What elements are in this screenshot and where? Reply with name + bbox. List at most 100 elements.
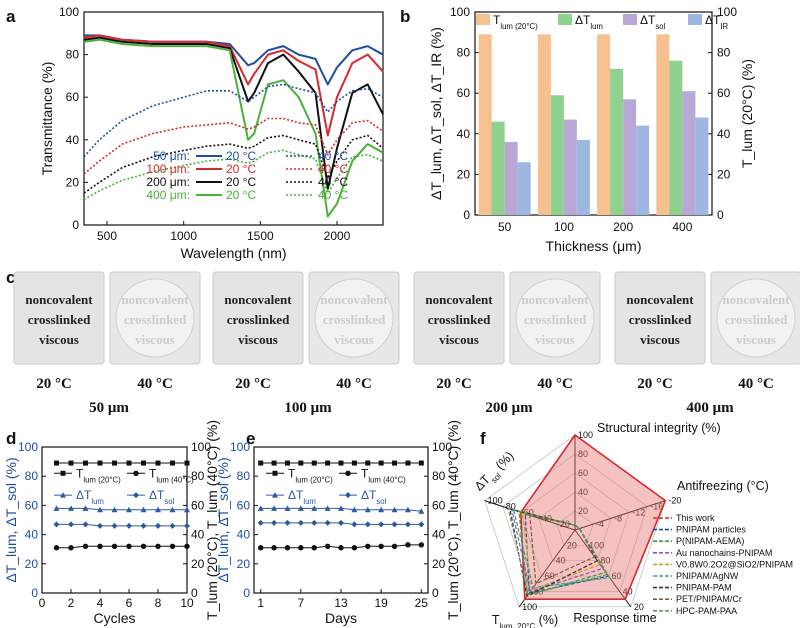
x-axis-label: Thickness (μm) <box>546 238 642 254</box>
legend-label: PNIPAM-PAM <box>676 583 732 593</box>
photo-text-40c: crosslinked <box>323 312 386 327</box>
panel-label-f: f <box>480 429 486 448</box>
y-tick-label: 40 <box>66 133 80 147</box>
data-point <box>351 545 358 551</box>
y-axis-label-right: T_lum (20°C) (%) <box>739 59 755 168</box>
data-point <box>54 460 59 466</box>
x-tick-label: 50 <box>498 220 512 234</box>
y-tick-label-left: 40 <box>457 127 471 141</box>
x-tick-label: 1000 <box>170 229 197 243</box>
series-line <box>83 38 384 218</box>
legend-swatch <box>476 14 490 25</box>
data-point <box>184 543 190 549</box>
photo-text-20c: crosslinked <box>629 312 692 327</box>
legend-thickness: 50 μm: <box>153 149 190 163</box>
y-tick-label-left: 0 <box>463 208 470 222</box>
data-point <box>364 521 371 528</box>
radar-tick-label: -4 <box>596 519 604 529</box>
panel-a-transmittance-chart: 0 20 40 60 80 100 500 1000 1500 2000 Wavelength (n… <box>39 5 384 261</box>
legend-label: Au nanochains-PNIPAM <box>676 548 772 558</box>
data-point <box>338 519 344 526</box>
y-tick-label-left: 0 <box>31 586 38 600</box>
data-point <box>170 460 175 466</box>
data-point <box>418 521 425 528</box>
data-point <box>169 543 176 549</box>
bar <box>478 34 492 215</box>
photo-text-20c: viscous <box>439 332 479 347</box>
thickness-label: 50 μm <box>89 400 129 416</box>
data-point <box>298 545 304 551</box>
y-axis-label: Transmittance (%) <box>39 62 55 176</box>
thickness-label: 400 μm <box>686 400 734 416</box>
photo-text-40c: viscous <box>334 332 374 347</box>
panel-b-bar-chart: 0 0 20 20 40 40 60 60 80 80 100 100 50 100 200 400 Thick… <box>428 5 755 254</box>
y-tick-label: 0 <box>72 218 79 232</box>
legend-swatch <box>688 14 702 25</box>
y-tick-label-left: 60 <box>237 498 251 512</box>
radar-grid-ring <box>520 472 630 577</box>
data-point <box>311 545 317 551</box>
data-point <box>68 545 74 551</box>
data-point <box>82 521 89 528</box>
photo-text-20c: viscous <box>238 332 278 347</box>
bar <box>550 95 564 215</box>
data-point <box>140 522 147 529</box>
legend-label: HPC-PAM-PAA <box>676 606 737 616</box>
temp-label-40c: 40 °C <box>537 376 573 392</box>
legend-20c-label: 20 °C <box>226 149 256 163</box>
panel-label-e: e <box>246 429 255 448</box>
bar <box>669 60 683 215</box>
data-point <box>378 521 385 528</box>
radar-tick-label: 20 <box>578 506 588 516</box>
legend-label: ΔTlum <box>575 13 603 31</box>
bar <box>656 34 670 215</box>
data-point <box>391 521 398 528</box>
x-tick-label: 0 <box>39 596 46 610</box>
bar <box>537 34 551 215</box>
photo-20c <box>413 271 505 365</box>
data-point <box>271 545 277 551</box>
bar <box>695 117 709 215</box>
temp-label-20c: 20 °C <box>235 376 271 392</box>
photo-disk <box>515 278 595 358</box>
photo-disk <box>716 278 796 358</box>
photo-text-40c: noncovalent <box>521 292 589 307</box>
y-tick-label-right: 100 <box>432 440 452 454</box>
data-point <box>140 506 147 513</box>
radar-axis <box>574 500 666 531</box>
series-line <box>56 507 187 511</box>
data-point <box>351 506 358 513</box>
data-point <box>311 460 317 466</box>
data-point <box>53 545 60 551</box>
radar-axis-name: ΔTsol (%) <box>472 449 519 496</box>
legend-label: P(NIPAM-AEMA) <box>676 536 744 546</box>
y-tick-label-left: 40 <box>25 528 39 542</box>
x-tick-label: 8 <box>155 596 162 610</box>
data-point <box>311 505 318 511</box>
x-tick-label: 25 <box>415 596 429 610</box>
data-point <box>298 460 304 466</box>
data-point <box>97 522 103 529</box>
photo-text-40c: viscous <box>736 332 776 347</box>
photo-text-20c: noncovalent <box>25 292 93 307</box>
data-point <box>338 505 344 511</box>
photo-text-20c: noncovalent <box>224 292 292 307</box>
data-point <box>405 460 411 466</box>
data-point <box>418 508 425 514</box>
legend-label: PNIPAM/AgNW <box>676 571 739 581</box>
data-point <box>418 460 424 466</box>
y-tick-label: 80 <box>66 48 80 62</box>
data-point <box>284 519 291 526</box>
data-point <box>126 543 132 549</box>
legend-marker <box>345 470 351 476</box>
x-tick-label: 4 <box>97 596 104 610</box>
x-tick-label: 500 <box>97 229 117 243</box>
series-line <box>83 117 384 175</box>
temp-label-40c: 40 °C <box>336 376 372 392</box>
data-point <box>184 460 190 466</box>
x-axis-label: Cycles <box>93 610 135 626</box>
y-tick-label-left: 0 <box>243 586 250 600</box>
legend-label: PET/PNIPAM/Cr <box>676 594 742 604</box>
legend-20c-label: 20 °C <box>226 175 256 189</box>
legend-label: ΔTlum <box>288 488 316 506</box>
